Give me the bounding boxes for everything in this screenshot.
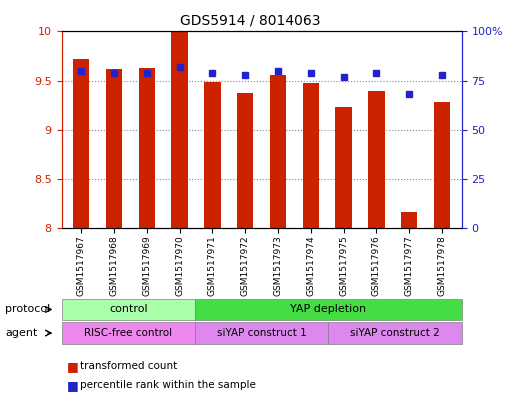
Text: ■: ■: [67, 378, 78, 392]
Bar: [106, 69, 122, 228]
Text: siYAP construct 1: siYAP construct 1: [217, 328, 306, 338]
Bar: [303, 83, 319, 228]
Bar: [270, 75, 286, 228]
Text: RISC-free control: RISC-free control: [84, 328, 172, 338]
Bar: [204, 82, 221, 228]
Text: percentile rank within the sample: percentile rank within the sample: [80, 380, 255, 390]
Text: protocol: protocol: [5, 305, 50, 314]
Bar: [336, 107, 352, 228]
Text: transformed count: transformed count: [80, 361, 177, 371]
Bar: [434, 102, 450, 228]
Text: control: control: [109, 305, 148, 314]
Text: GDS5914 / 8014063: GDS5914 / 8014063: [180, 14, 320, 28]
Bar: [171, 31, 188, 228]
Text: siYAP construct 2: siYAP construct 2: [350, 328, 440, 338]
Bar: [139, 68, 155, 228]
Bar: [368, 92, 385, 228]
Text: ■: ■: [67, 360, 78, 373]
Text: agent: agent: [5, 328, 37, 338]
Bar: [237, 94, 253, 228]
Bar: [401, 212, 418, 228]
Bar: [73, 59, 89, 228]
Text: YAP depletion: YAP depletion: [290, 305, 366, 314]
